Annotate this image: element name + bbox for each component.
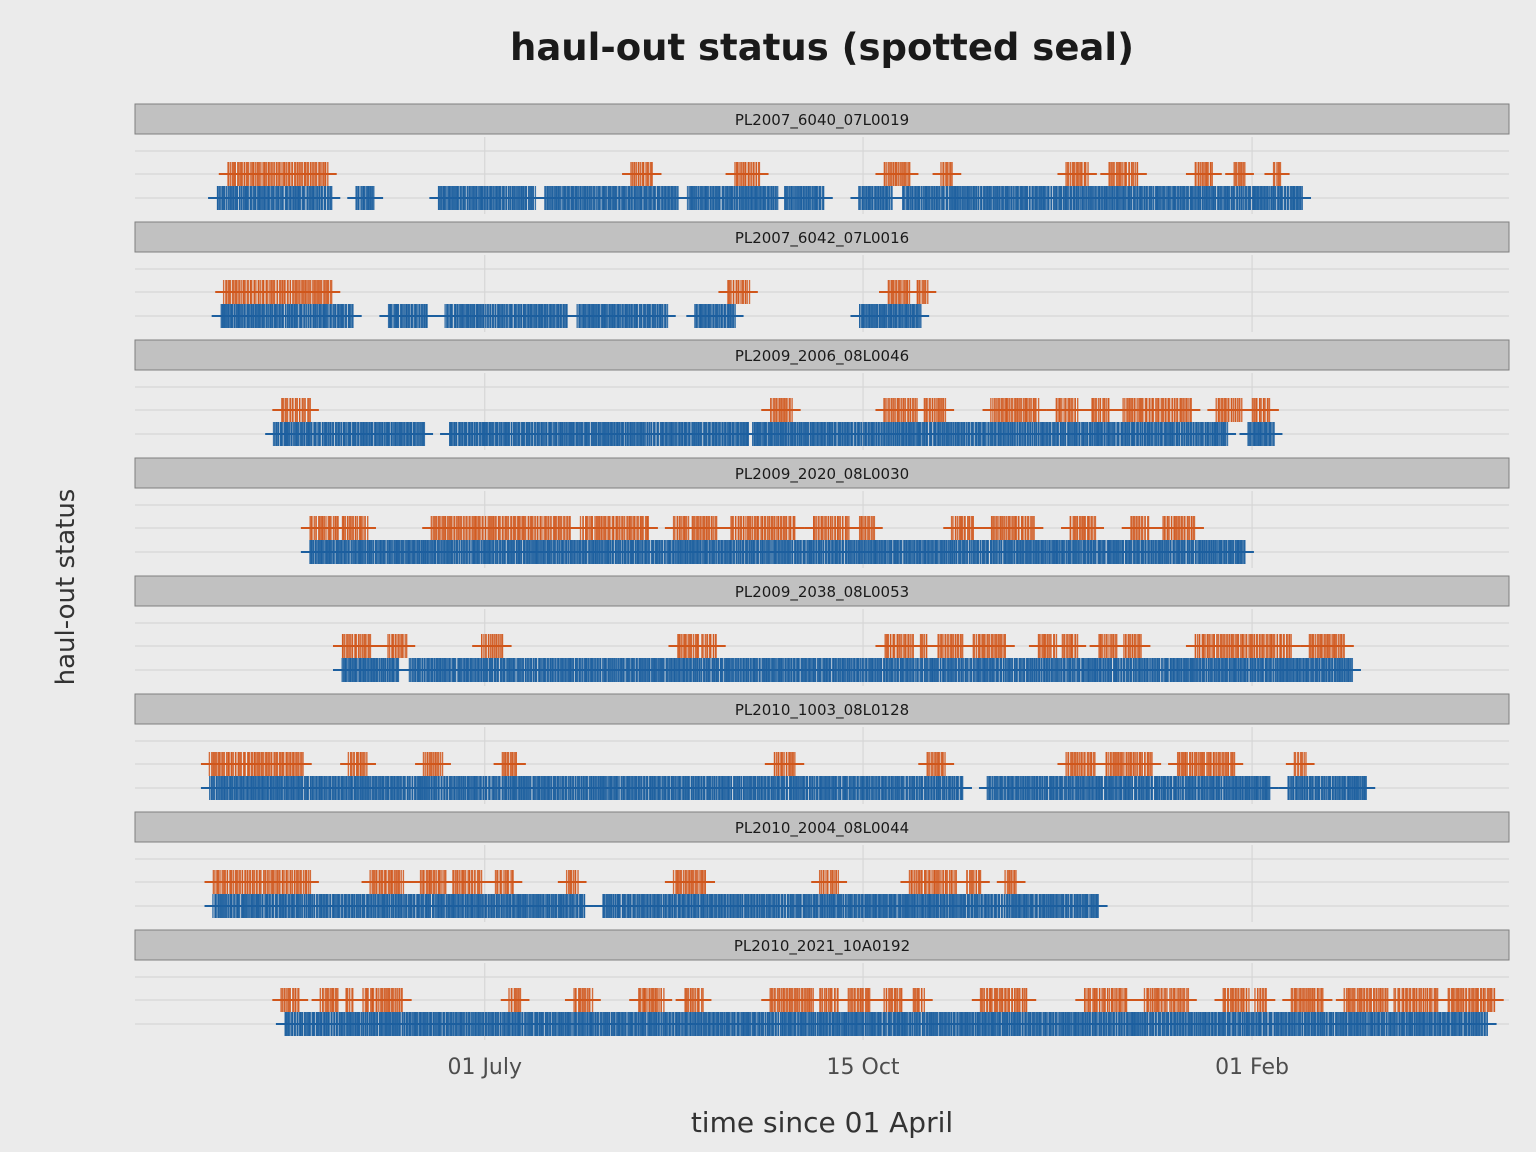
panel-strip-label: PL2009_2020_08L0030 [735, 465, 909, 484]
panel-strip-label: PL2009_2006_08L0046 [735, 347, 909, 366]
panel-strip [134, 103, 1510, 135]
x-axis-label: time since 01 April [690, 1106, 954, 1139]
panel-strip-label: PL2007_6042_07L0016 [735, 229, 909, 248]
panel-3: PL2009_2006_08L0046 [134, 339, 1510, 450]
panel-2: PL2007_6042_07L0016 [134, 221, 1510, 332]
chart-title: haul-out status (spotted seal) [510, 26, 1134, 69]
panel-strip [134, 457, 1510, 489]
panel-4: PL2009_2020_08L0030 [134, 457, 1510, 568]
panel-strip-label: PL2007_6040_07L0019 [735, 111, 909, 130]
panel-strip [134, 221, 1510, 253]
panel-1: PL2007_6040_07L0019 [134, 103, 1510, 214]
panel-strip [134, 339, 1510, 371]
